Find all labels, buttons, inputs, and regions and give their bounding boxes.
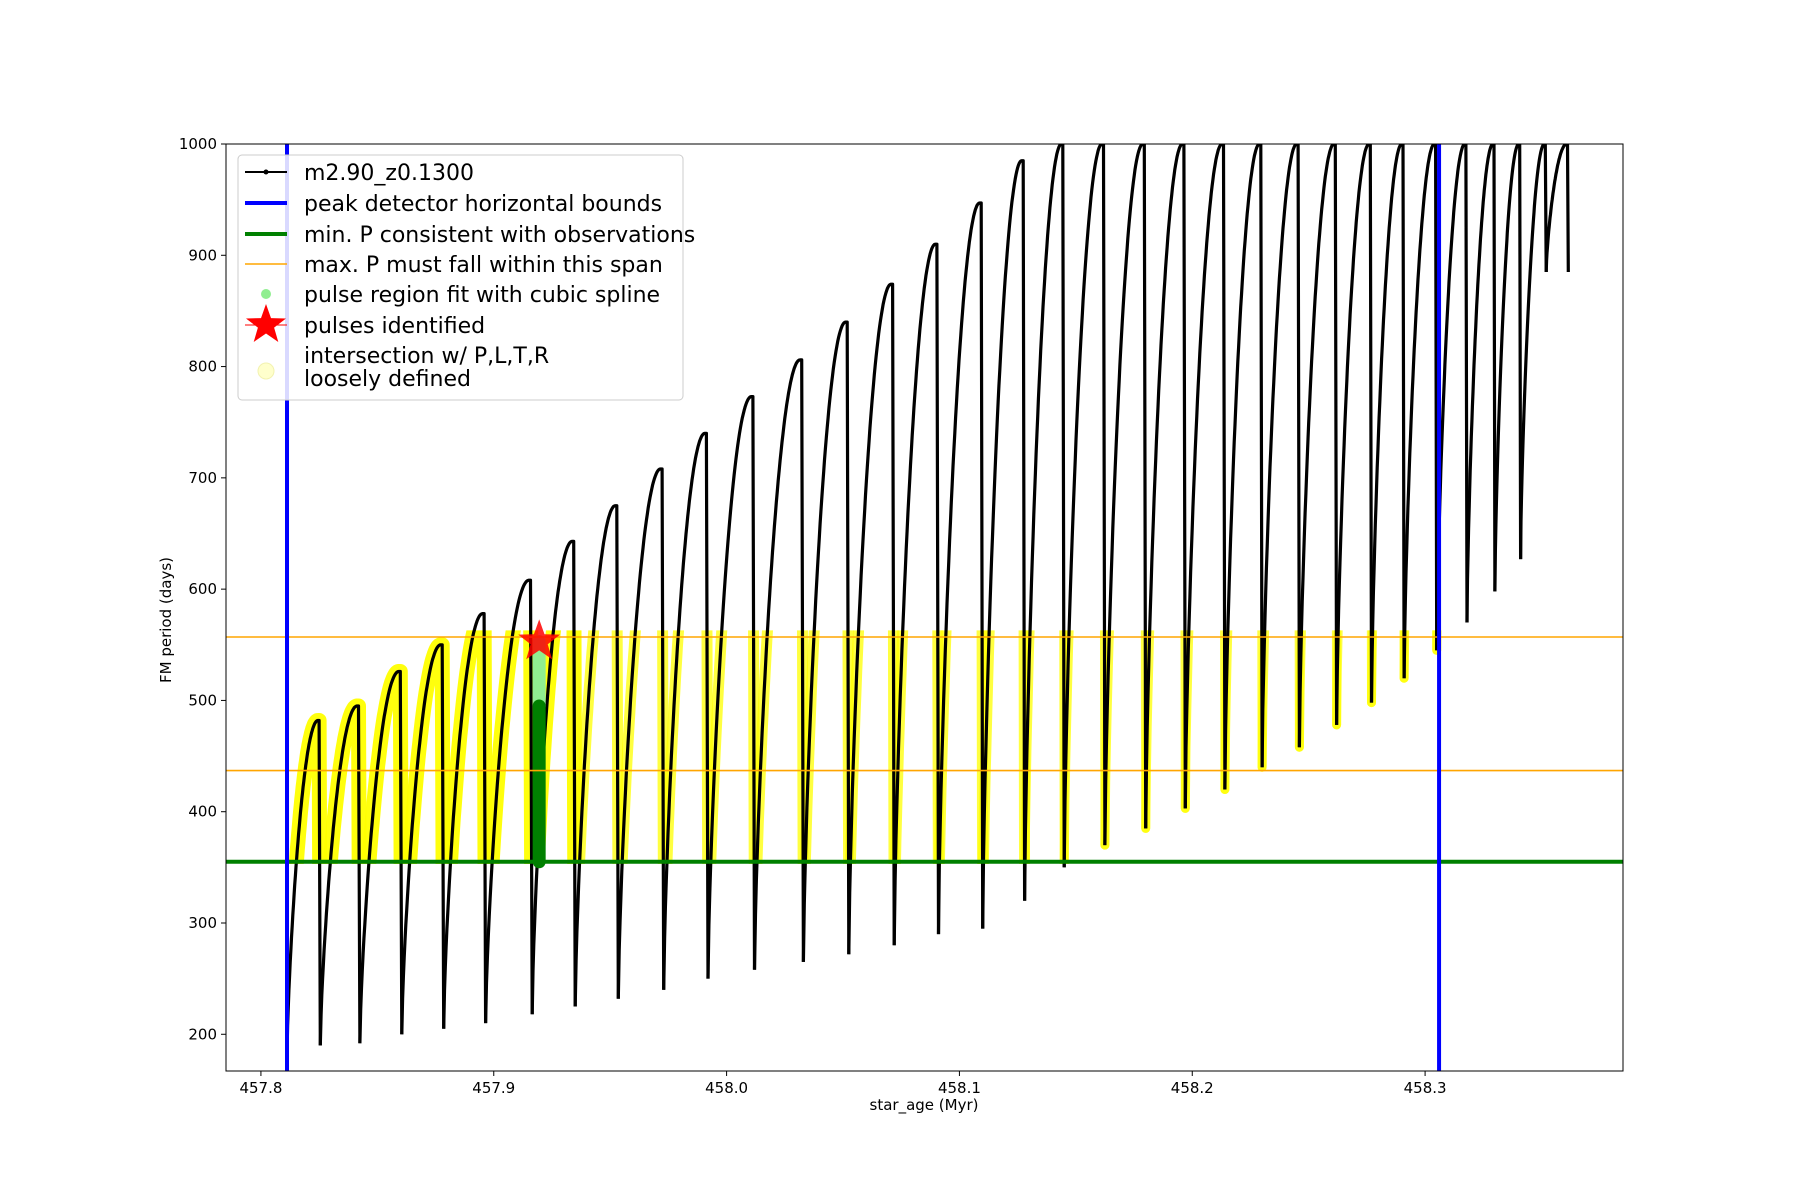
intersection-band xyxy=(1100,630,1151,850)
pulse-identified-star xyxy=(518,619,561,660)
model-track xyxy=(1335,144,1374,725)
intersection-band xyxy=(977,630,1031,865)
axes: 457.8 457.9 458.0 458.1 458.2 458.3 200 300 400 5… xyxy=(179,135,1447,1097)
model-track xyxy=(1369,144,1406,703)
legend-item: pulse region fit with cubic spline xyxy=(261,283,660,308)
model-track xyxy=(801,320,851,962)
y-tick-label: 600 xyxy=(188,580,217,598)
model-track xyxy=(752,358,805,970)
model-track xyxy=(1402,144,1439,679)
legend-label: intersection w/ P,L,T,R xyxy=(304,344,549,369)
y-tick-label: 400 xyxy=(188,803,217,821)
y-tick-label: 300 xyxy=(188,914,217,932)
legend-label: max. P must fall within this span xyxy=(304,253,663,278)
plot-frame xyxy=(225,143,1624,1072)
intersection-band xyxy=(844,630,900,865)
model-track xyxy=(662,431,710,990)
model-track xyxy=(1223,144,1264,790)
x-tick-label: 457.8 xyxy=(239,1079,282,1097)
intersection-band xyxy=(933,630,989,865)
legend-item: max. P must fall within this span xyxy=(245,253,663,278)
intersection-band xyxy=(402,637,451,865)
y-tick-label: 200 xyxy=(188,1025,217,1043)
model-track xyxy=(400,643,446,1035)
model-track xyxy=(573,504,620,1007)
intersection-band xyxy=(889,630,944,865)
intersection-band xyxy=(442,630,493,865)
model-track xyxy=(484,578,534,1024)
model-track xyxy=(1435,144,1469,651)
model-track xyxy=(1465,144,1497,623)
legend-marker-dot xyxy=(263,169,269,175)
legend-label: peak detector horizontal bounds xyxy=(304,192,662,217)
intersection-band xyxy=(1059,630,1110,865)
legend-label: min. P consistent with observations xyxy=(304,223,695,248)
legend-box xyxy=(237,154,684,401)
legend-item: m2.90_z0.1300 xyxy=(245,161,474,186)
model-track xyxy=(1493,144,1523,592)
x-tick-label: 458.3 xyxy=(1404,1079,1447,1097)
model-track xyxy=(318,704,362,1046)
model-track xyxy=(1544,144,1570,273)
model-track xyxy=(1260,144,1301,768)
intersection-band xyxy=(573,630,624,865)
model-track xyxy=(936,201,985,935)
intersection-band xyxy=(361,664,409,865)
legend-label: pulses identified xyxy=(304,314,485,339)
y-tick-label: 800 xyxy=(188,358,217,376)
model-track xyxy=(1519,144,1548,560)
intersection-band xyxy=(705,630,760,865)
model-track xyxy=(981,159,1027,929)
y-tick-label: 1000 xyxy=(179,135,217,153)
plot-area xyxy=(226,144,1623,1071)
legend-label: loosely defined xyxy=(304,367,471,392)
model-track xyxy=(285,718,322,1057)
x-tick-label: 458.1 xyxy=(938,1079,981,1097)
x-axis-label: star_age (Myr) xyxy=(870,1096,979,1115)
intersection-band xyxy=(484,630,540,865)
model-track xyxy=(616,467,666,999)
x-tick-label: 458.0 xyxy=(705,1079,748,1097)
legend-item: peak detector horizontal bounds xyxy=(245,192,662,217)
x-tick-label: 457.9 xyxy=(472,1079,515,1097)
legend-item: pulses identified xyxy=(245,304,485,342)
intersection-band xyxy=(661,630,714,865)
intersection-band xyxy=(1020,630,1069,865)
model-track xyxy=(706,395,757,979)
x-tick-label: 458.2 xyxy=(1171,1079,1214,1097)
legend-handle-spline xyxy=(261,289,271,299)
legend-item: min. P consistent with observations xyxy=(245,223,695,248)
legend-label: pulse region fit with cubic spline xyxy=(304,283,660,308)
y-tick-label: 700 xyxy=(188,469,217,487)
legend-handle-intersection xyxy=(257,362,275,380)
y-tick-label: 900 xyxy=(188,246,217,264)
model-track xyxy=(358,669,404,1044)
model-track xyxy=(1297,144,1339,748)
y-axis-label: FM period (days) xyxy=(157,557,175,683)
intersection-band xyxy=(1141,630,1190,833)
intersection-band xyxy=(616,630,669,865)
model-track xyxy=(1183,144,1227,809)
intersection-band xyxy=(799,630,855,865)
model-track xyxy=(1144,144,1187,829)
legend-handle-pulse-star xyxy=(246,304,286,342)
y-tick-label: 500 xyxy=(188,691,217,709)
model-track xyxy=(847,282,896,955)
intersection-band xyxy=(751,630,809,865)
model-track xyxy=(892,242,941,946)
model-track xyxy=(1023,144,1066,901)
model-track xyxy=(1062,144,1107,868)
model-track xyxy=(1103,144,1148,846)
legend-label: m2.90_z0.1300 xyxy=(304,161,474,186)
